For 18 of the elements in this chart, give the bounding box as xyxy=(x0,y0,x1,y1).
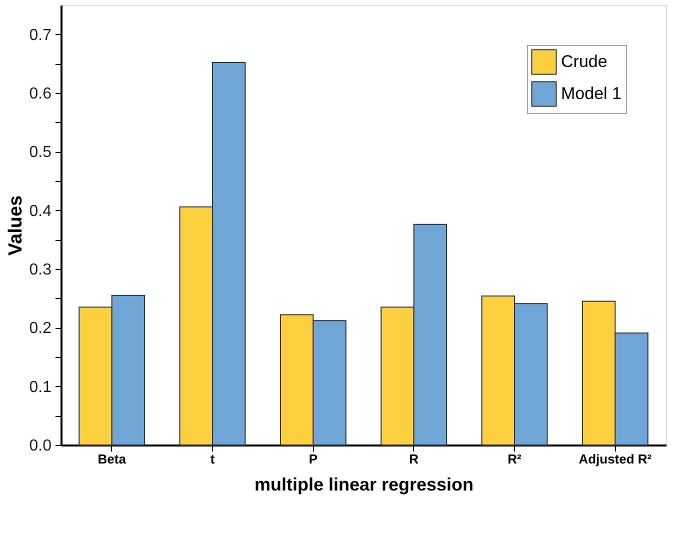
y-tick-label: 0.3 xyxy=(29,262,52,278)
x-tick-label: Beta xyxy=(98,452,127,466)
x-tick-label: R xyxy=(409,452,420,466)
x-tick-label: Adjusted R² xyxy=(578,452,652,466)
y-tick-label: 0.2 xyxy=(29,320,52,338)
y-axis-title: Values xyxy=(5,195,26,256)
x-tick-label: t xyxy=(210,452,216,466)
x-tick-label: R² xyxy=(508,452,522,466)
y-tick-label: 0.7 xyxy=(29,26,52,44)
x-axis-title: multiple linear regression xyxy=(254,474,474,494)
y-tick-label: 0.4 xyxy=(29,202,52,220)
legend-label: Model 1 xyxy=(561,84,622,103)
legend-label: Crude xyxy=(561,52,608,71)
y-tick-label: 0.1 xyxy=(29,378,52,396)
y-tick-label: 0.6 xyxy=(29,86,52,102)
y-tick-label: 0.0 xyxy=(29,438,52,454)
y-tick-label: 0.5 xyxy=(29,144,52,162)
x-tick-label: P xyxy=(308,452,318,466)
